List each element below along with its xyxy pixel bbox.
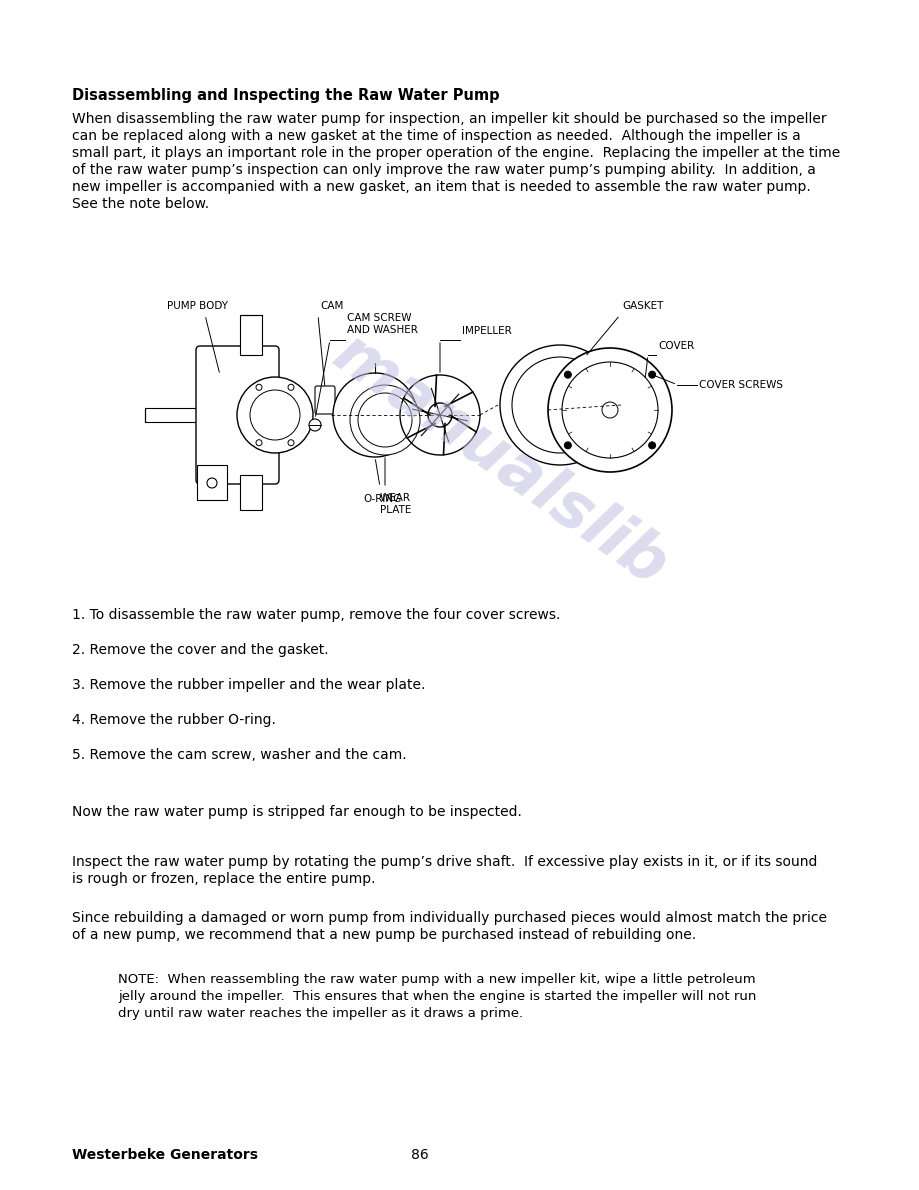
- Text: Disassembling and Inspecting the Raw Water Pump: Disassembling and Inspecting the Raw Wat…: [72, 88, 499, 104]
- FancyBboxPatch shape: [197, 465, 227, 500]
- Circle shape: [357, 393, 412, 447]
- Text: WEAR
PLATE: WEAR PLATE: [380, 493, 411, 515]
- FancyBboxPatch shape: [145, 408, 215, 422]
- Text: CAM: CAM: [320, 301, 343, 311]
- Text: dry until raw water reaches the impeller as it draws a prime.: dry until raw water reaches the impeller…: [118, 1007, 523, 1020]
- Circle shape: [563, 371, 571, 378]
- Circle shape: [255, 384, 262, 390]
- Circle shape: [512, 357, 607, 453]
- Circle shape: [601, 402, 618, 418]
- Text: 3. Remove the rubber impeller and the wear plate.: 3. Remove the rubber impeller and the we…: [72, 678, 425, 693]
- Circle shape: [548, 347, 671, 472]
- Text: COVER: COVER: [657, 342, 694, 351]
- Text: can be replaced along with a new gasket at the time of inspection as needed.  Al: can be replaced along with a new gasket …: [72, 129, 800, 143]
- Text: jelly around the impeller.  This ensures that when the engine is started the imp: jelly around the impeller. This ensures …: [118, 990, 755, 1003]
- Text: Now the raw water pump is stripped far enough to be inspected.: Now the raw water pump is stripped far e…: [72, 804, 521, 819]
- Circle shape: [309, 419, 321, 431]
- Circle shape: [250, 390, 300, 440]
- Text: 86: 86: [411, 1148, 428, 1161]
- Text: 2. Remove the cover and the gasket.: 2. Remove the cover and the gasket.: [72, 643, 328, 657]
- Circle shape: [499, 345, 619, 465]
- Text: 1. To disassemble the raw water pump, remove the four cover screws.: 1. To disassemble the raw water pump, re…: [72, 608, 560, 622]
- Text: GASKET: GASKET: [621, 301, 663, 311]
- Text: CAM SCREW
AND WASHER: CAM SCREW AND WASHER: [346, 313, 417, 336]
- Circle shape: [648, 441, 655, 449]
- FancyBboxPatch shape: [240, 475, 262, 511]
- Circle shape: [255, 440, 262, 446]
- Circle shape: [427, 403, 451, 427]
- Text: manualslib: manualslib: [321, 321, 678, 599]
- Text: 4. Remove the rubber O-ring.: 4. Remove the rubber O-ring.: [72, 713, 276, 727]
- Text: of the raw water pump’s inspection can only improve the raw water pump’s pumping: of the raw water pump’s inspection can o…: [72, 163, 815, 177]
- Text: small part, it plays an important role in the proper operation of the engine.  R: small part, it plays an important role i…: [72, 146, 839, 159]
- Text: COVER SCREWS: COVER SCREWS: [698, 380, 782, 389]
- Text: NOTE:  When reassembling the raw water pump with a new impeller kit, wipe a litt: NOTE: When reassembling the raw water pu…: [118, 973, 754, 987]
- Circle shape: [648, 371, 655, 378]
- Circle shape: [365, 405, 384, 425]
- Circle shape: [288, 384, 294, 390]
- Text: Inspect the raw water pump by rotating the pump’s drive shaft.  If excessive pla: Inspect the raw water pump by rotating t…: [72, 854, 816, 869]
- Circle shape: [237, 377, 312, 453]
- Text: new impeller is accompanied with a new gasket, an item that is needed to assembl: new impeller is accompanied with a new g…: [72, 180, 810, 194]
- Text: Westerbeke Generators: Westerbeke Generators: [72, 1148, 257, 1161]
- Text: is rough or frozen, replace the entire pump.: is rough or frozen, replace the entire p…: [72, 872, 375, 887]
- Circle shape: [333, 372, 416, 457]
- Circle shape: [563, 441, 571, 449]
- Circle shape: [207, 478, 217, 488]
- Text: PUMP BODY: PUMP BODY: [167, 301, 228, 311]
- Text: Since rebuilding a damaged or worn pump from individually purchased pieces would: Since rebuilding a damaged or worn pump …: [72, 912, 826, 925]
- FancyBboxPatch shape: [314, 386, 335, 414]
- Circle shape: [288, 440, 294, 446]
- Text: When disassembling the raw water pump for inspection, an impeller kit should be : When disassembling the raw water pump fo…: [72, 112, 826, 126]
- Text: of a new pump, we recommend that a new pump be purchased instead of rebuilding o: of a new pump, we recommend that a new p…: [72, 928, 696, 942]
- Circle shape: [562, 362, 657, 458]
- Circle shape: [349, 386, 420, 455]
- FancyBboxPatch shape: [240, 315, 262, 355]
- Text: 5. Remove the cam screw, washer and the cam.: 5. Remove the cam screw, washer and the …: [72, 749, 406, 762]
- Text: IMPELLER: IMPELLER: [461, 326, 511, 336]
- Text: See the note below.: See the note below.: [72, 198, 209, 211]
- Text: O-RING: O-RING: [364, 494, 402, 505]
- FancyBboxPatch shape: [196, 346, 278, 484]
